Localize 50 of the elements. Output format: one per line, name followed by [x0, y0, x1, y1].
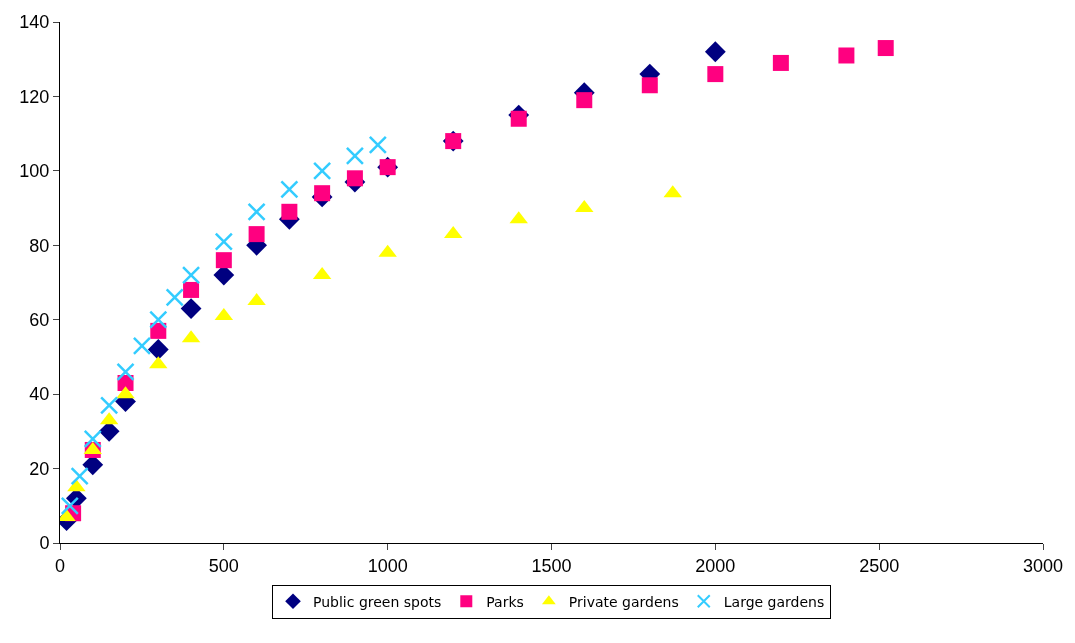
- point: [214, 232, 234, 251]
- point: [345, 146, 365, 166]
- point: [281, 203, 298, 220]
- point: [576, 92, 593, 109]
- point: [116, 362, 135, 382]
- point: [772, 54, 789, 71]
- point: [312, 161, 332, 181]
- legend-label: Public green spots: [313, 593, 442, 610]
- point: [707, 66, 724, 83]
- point: [99, 396, 119, 415]
- x-tick-label: 0: [54, 555, 66, 576]
- x-tick-label: 500: [208, 555, 239, 576]
- point: [510, 110, 527, 127]
- y-tick-label: 100: [19, 161, 50, 182]
- point: [314, 185, 331, 202]
- x-tick-label: 2000: [695, 555, 736, 576]
- point: [215, 252, 232, 269]
- legend-label: Large gardens: [723, 593, 825, 610]
- x-tick-label: 3000: [1022, 555, 1064, 576]
- point: [838, 47, 855, 64]
- y-tick-label: 80: [29, 235, 50, 256]
- point: [147, 339, 169, 360]
- point: [165, 288, 184, 307]
- legend-label: Parks: [486, 593, 524, 610]
- point: [181, 265, 201, 285]
- point: [280, 180, 299, 199]
- y-tick-label: 120: [19, 86, 50, 107]
- point: [368, 135, 388, 155]
- point: [180, 298, 202, 319]
- y-tick-label: 20: [29, 458, 50, 479]
- y-tick-label: 60: [29, 310, 50, 331]
- x-tick-label: 2500: [859, 555, 900, 576]
- y-tick-label: 40: [29, 384, 50, 405]
- y-tick-label: 0: [39, 533, 50, 554]
- x-tick-label: 1000: [367, 555, 408, 576]
- x-tick-label: 1500: [531, 555, 572, 576]
- point: [70, 466, 89, 486]
- point: [132, 336, 152, 356]
- point: [83, 429, 103, 449]
- point: [248, 226, 265, 243]
- legend-label: Private gardens: [568, 593, 679, 610]
- point: [149, 310, 168, 329]
- point: [60, 496, 80, 516]
- point: [247, 202, 266, 222]
- point: [346, 170, 363, 187]
- y-tick-label: 140: [19, 12, 50, 33]
- point: [183, 281, 200, 298]
- point: [704, 41, 726, 63]
- point: [641, 77, 658, 94]
- point: [877, 40, 894, 57]
